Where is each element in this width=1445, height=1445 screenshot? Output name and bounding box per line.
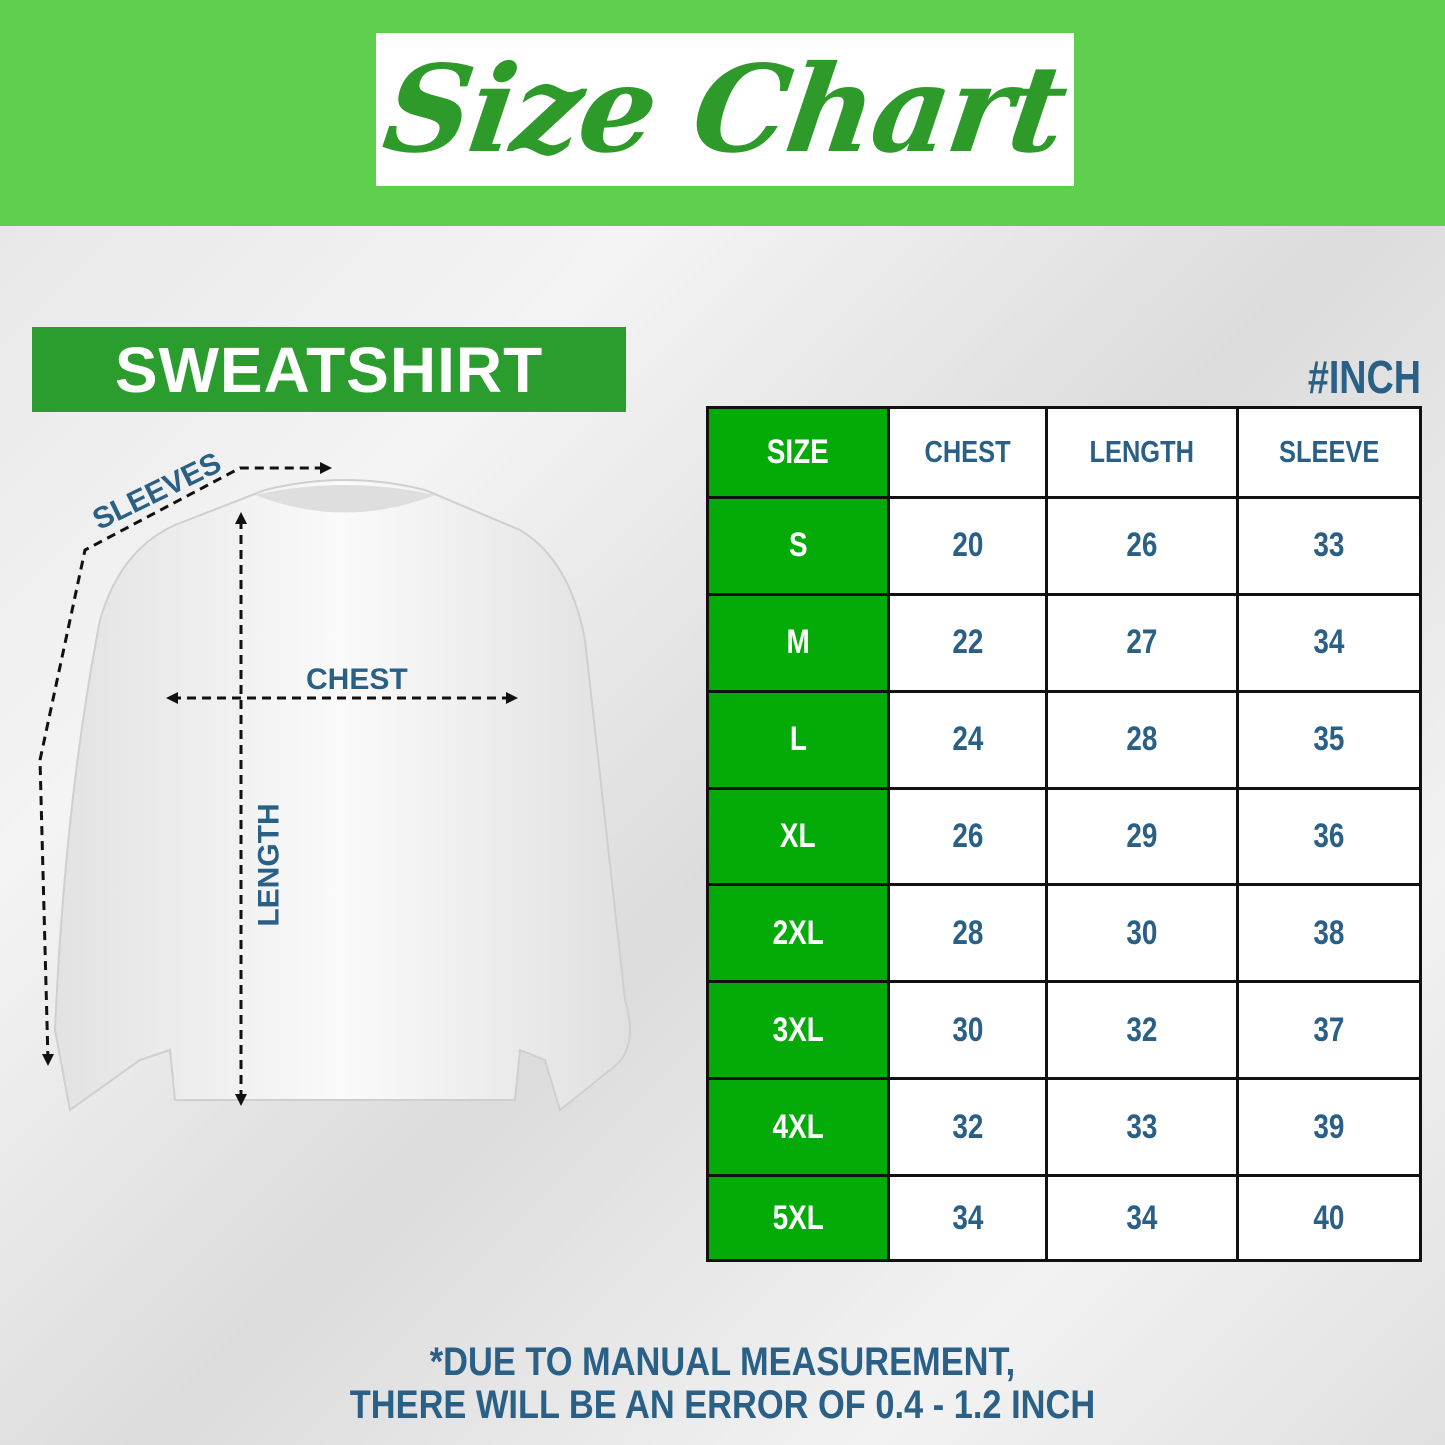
value-cell: 40 xyxy=(1235,1174,1423,1262)
title-box: Size Chart xyxy=(376,33,1074,186)
footnote-line1: *DUE TO MANUAL MEASUREMENT, xyxy=(429,1340,1016,1384)
value-cell: 35 xyxy=(1235,689,1423,790)
product-label: SWEATSHIRT xyxy=(114,333,544,406)
header-sleeve: SLEEVE xyxy=(1235,406,1423,499)
size-cell: 3XL xyxy=(706,980,890,1081)
size-cell: M xyxy=(706,592,890,693)
size-cell: S xyxy=(706,495,890,596)
table-row: S 20 26 33 xyxy=(706,495,1423,596)
value-cell: 20 xyxy=(886,495,1049,596)
chest-label: CHEST xyxy=(306,663,408,696)
value-cell: 32 xyxy=(1045,980,1239,1081)
value-cell: 38 xyxy=(1235,883,1423,984)
size-table: SIZE CHEST LENGTH SLEEVE S 20 26 33 M 22 27 34 L… xyxy=(706,406,1423,1262)
value-cell: 29 xyxy=(1045,786,1239,887)
value-cell: 34 xyxy=(1235,592,1423,693)
sweatshirt-diagram xyxy=(38,462,631,1112)
value-cell: 26 xyxy=(886,786,1049,887)
table-row: XL 26 29 36 xyxy=(706,786,1423,887)
header-band: Size Chart xyxy=(0,0,1445,226)
header-size: SIZE xyxy=(706,406,890,499)
size-cell: 5XL xyxy=(706,1174,890,1262)
footnote-line2: THERE WILL BE AN ERROR OF 0.4 - 1.2 INCH xyxy=(349,1383,1096,1427)
value-cell: 32 xyxy=(886,1077,1049,1178)
table-row: 3XL 30 32 37 xyxy=(706,980,1423,1081)
page-title: Size Chart xyxy=(376,39,1074,180)
table-row: 2XL 28 30 38 xyxy=(706,883,1423,984)
table-row: L 24 28 35 xyxy=(706,689,1423,790)
table-row: 5XL 34 34 40 xyxy=(706,1174,1423,1262)
value-cell: 34 xyxy=(886,1174,1049,1262)
table-row: 4XL 32 33 39 xyxy=(706,1077,1423,1178)
value-cell: 36 xyxy=(1235,786,1423,887)
table-row: M 22 27 34 xyxy=(706,592,1423,693)
value-cell: 24 xyxy=(886,689,1049,790)
length-label: LENGTH xyxy=(252,803,286,927)
value-cell: 33 xyxy=(1045,1077,1239,1178)
value-cell: 26 xyxy=(1045,495,1239,596)
value-cell: 33 xyxy=(1235,495,1423,596)
value-cell: 34 xyxy=(1045,1174,1239,1262)
value-cell: 28 xyxy=(886,883,1049,984)
value-cell: 30 xyxy=(1045,883,1239,984)
unit-label: #INCH xyxy=(1307,351,1421,403)
size-cell: 4XL xyxy=(706,1077,890,1178)
product-banner: SWEATSHIRT xyxy=(32,327,626,412)
header-length: LENGTH xyxy=(1045,406,1239,499)
size-cell: 2XL xyxy=(706,883,890,984)
header-chest: CHEST xyxy=(886,406,1049,499)
size-cell: L xyxy=(706,689,890,790)
table-header-row: SIZE CHEST LENGTH SLEEVE xyxy=(706,406,1423,499)
value-cell: 22 xyxy=(886,592,1049,693)
size-cell: XL xyxy=(706,786,890,887)
value-cell: 30 xyxy=(886,980,1049,1081)
value-cell: 28 xyxy=(1045,689,1239,790)
value-cell: 39 xyxy=(1235,1077,1423,1178)
value-cell: 37 xyxy=(1235,980,1423,1081)
value-cell: 27 xyxy=(1045,592,1239,693)
